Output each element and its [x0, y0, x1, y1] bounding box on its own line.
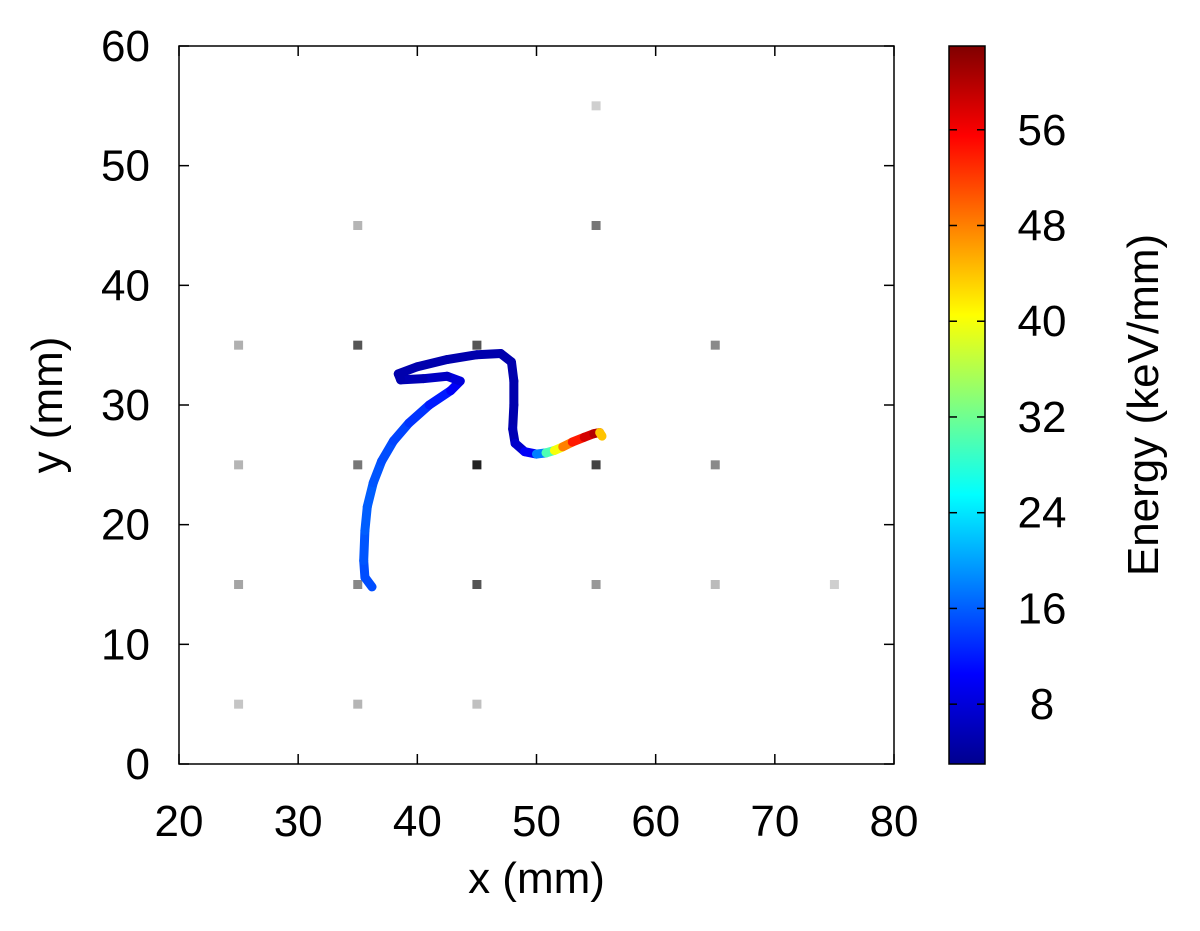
y-tick-label-2: 20 [101, 501, 150, 550]
x-tick-label-1: 30 [274, 797, 323, 846]
colorbar-tick-label-3: 32 [1018, 393, 1067, 442]
x-tick-label-3: 50 [512, 797, 561, 846]
colorbar-tick-label-0: 8 [1030, 680, 1054, 729]
pixel-hit-5 [472, 340, 482, 350]
track-segment-8 [404, 400, 434, 428]
y-tick-label-4: 40 [101, 261, 150, 310]
colorbar-label: Energy (keV/mm) [1119, 234, 1168, 576]
pixel-hit-11 [710, 460, 720, 470]
colorbar-tick-label-6: 56 [1018, 106, 1067, 155]
colorbar-tick-label-2: 24 [1018, 489, 1067, 538]
y-tick-label-1: 10 [101, 620, 150, 669]
pixel-hit-2 [591, 221, 601, 230]
pixel-hits [234, 101, 839, 709]
colorbar-tick-label-5: 48 [1018, 202, 1067, 251]
pixel-hit-10 [591, 460, 601, 470]
pixel-hit-16 [710, 580, 720, 589]
y-tick-label-5: 50 [101, 142, 150, 191]
pixel-hit-0 [591, 101, 601, 111]
track-line [359, 349, 607, 592]
y-tick-label-6: 60 [101, 22, 150, 71]
pixel-hit-14 [472, 580, 482, 589]
pixel-hit-7 [234, 460, 244, 470]
pixel-hit-17 [829, 580, 839, 589]
x-tick-label-2: 40 [393, 797, 442, 846]
x-axis: 20 30 40 50 60 70 80 [155, 46, 919, 846]
x-tick-label-0: 20 [155, 797, 204, 846]
track-segment-17 [442, 350, 482, 365]
colorbar [948, 45, 986, 765]
track-segment-16 [412, 355, 452, 372]
colorbar-axis: 8 16 24 32 40 48 56 [949, 106, 1066, 729]
y-tick-label-3: 30 [101, 381, 150, 430]
plot-frame [178, 45, 895, 765]
pixel-hit-9 [472, 460, 482, 470]
pixel-hit-20 [472, 699, 482, 709]
colorbar-tick-label-1: 16 [1018, 584, 1067, 633]
pixel-hit-8 [353, 460, 363, 470]
pixel-hit-6 [710, 340, 720, 350]
pixel-hit-15 [591, 580, 601, 589]
y-tick-label-0: 0 [126, 740, 150, 789]
y-axis-label: y (mm) [23, 337, 72, 474]
track-segment-2 [359, 526, 370, 566]
pixel-hit-19 [353, 699, 363, 709]
pixel-hit-1 [353, 221, 363, 230]
x-axis-label: x (mm) [468, 854, 605, 903]
pixel-hit-12 [234, 580, 244, 589]
track-segment-33 [595, 428, 607, 441]
x-tick-label-6: 80 [870, 797, 919, 846]
y-axis: 0 10 20 30 40 50 60 [101, 22, 894, 789]
colorbar-tick-label-4: 40 [1018, 297, 1067, 346]
x-tick-label-4: 60 [631, 797, 680, 846]
pixel-hit-3 [234, 340, 244, 350]
pixel-hit-18 [234, 699, 244, 709]
x-tick-label-5: 70 [750, 797, 799, 846]
pixel-hit-4 [353, 340, 363, 350]
pixel-hit-13 [353, 580, 363, 589]
